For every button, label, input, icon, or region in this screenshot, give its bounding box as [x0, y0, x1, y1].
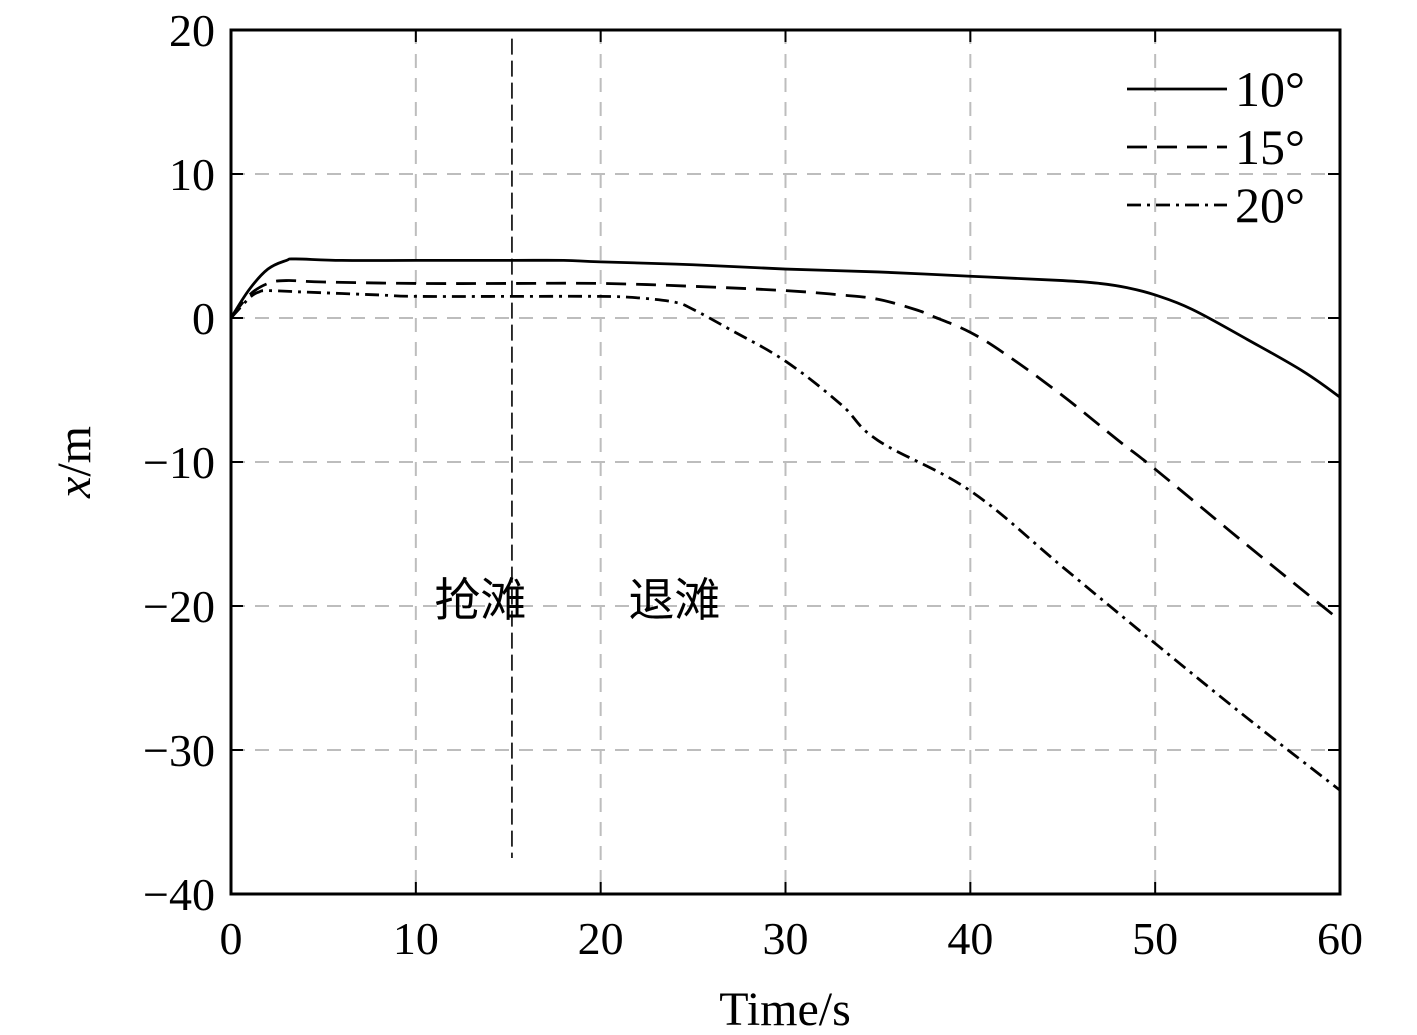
x-tick-label: 40 — [947, 913, 993, 964]
y-axis-unit: /m — [48, 426, 101, 477]
y-tick-label: −10 — [143, 437, 215, 488]
x-tick-label: 50 — [1132, 913, 1178, 964]
x-tick-label: 0 — [220, 913, 243, 964]
grid-lines — [231, 30, 1340, 894]
x-tick-label: 60 — [1317, 913, 1363, 964]
x-tick-label: 30 — [763, 913, 809, 964]
y-tick-label: −20 — [143, 581, 215, 632]
series-line-3 — [229, 289, 1341, 792]
legend: 10°15°20° — [1127, 61, 1305, 233]
y-tick-label: 0 — [192, 293, 215, 344]
y-tick-label: 10 — [169, 149, 215, 200]
series-line-1 — [229, 257, 1341, 399]
y-axis-title: x/m — [48, 426, 101, 499]
annotation-label-2: 退滩 — [628, 573, 720, 627]
legend-label-1: 10° — [1235, 61, 1305, 117]
y-axis-variable: x — [48, 477, 101, 499]
series-group — [229, 257, 1341, 792]
legend-label-2: 15° — [1235, 119, 1305, 175]
x-tick-label: 10 — [393, 913, 439, 964]
annotations: 抢滩 退滩 — [434, 573, 720, 627]
x-tick-label: 20 — [578, 913, 624, 964]
annotation-label-1: 抢滩 — [434, 573, 526, 627]
axis-ticks: 0 10 20 30 40 50 60 20 10 0 −10 −20 −30 −40 — [143, 5, 1363, 964]
legend-label-3: 20° — [1235, 177, 1305, 233]
y-tick-label: −40 — [143, 869, 215, 920]
series-line-2 — [229, 279, 1341, 622]
x-axis-title: Time/s — [719, 983, 851, 1035]
y-tick-label: −30 — [143, 725, 215, 776]
y-tick-label: 20 — [169, 5, 215, 56]
